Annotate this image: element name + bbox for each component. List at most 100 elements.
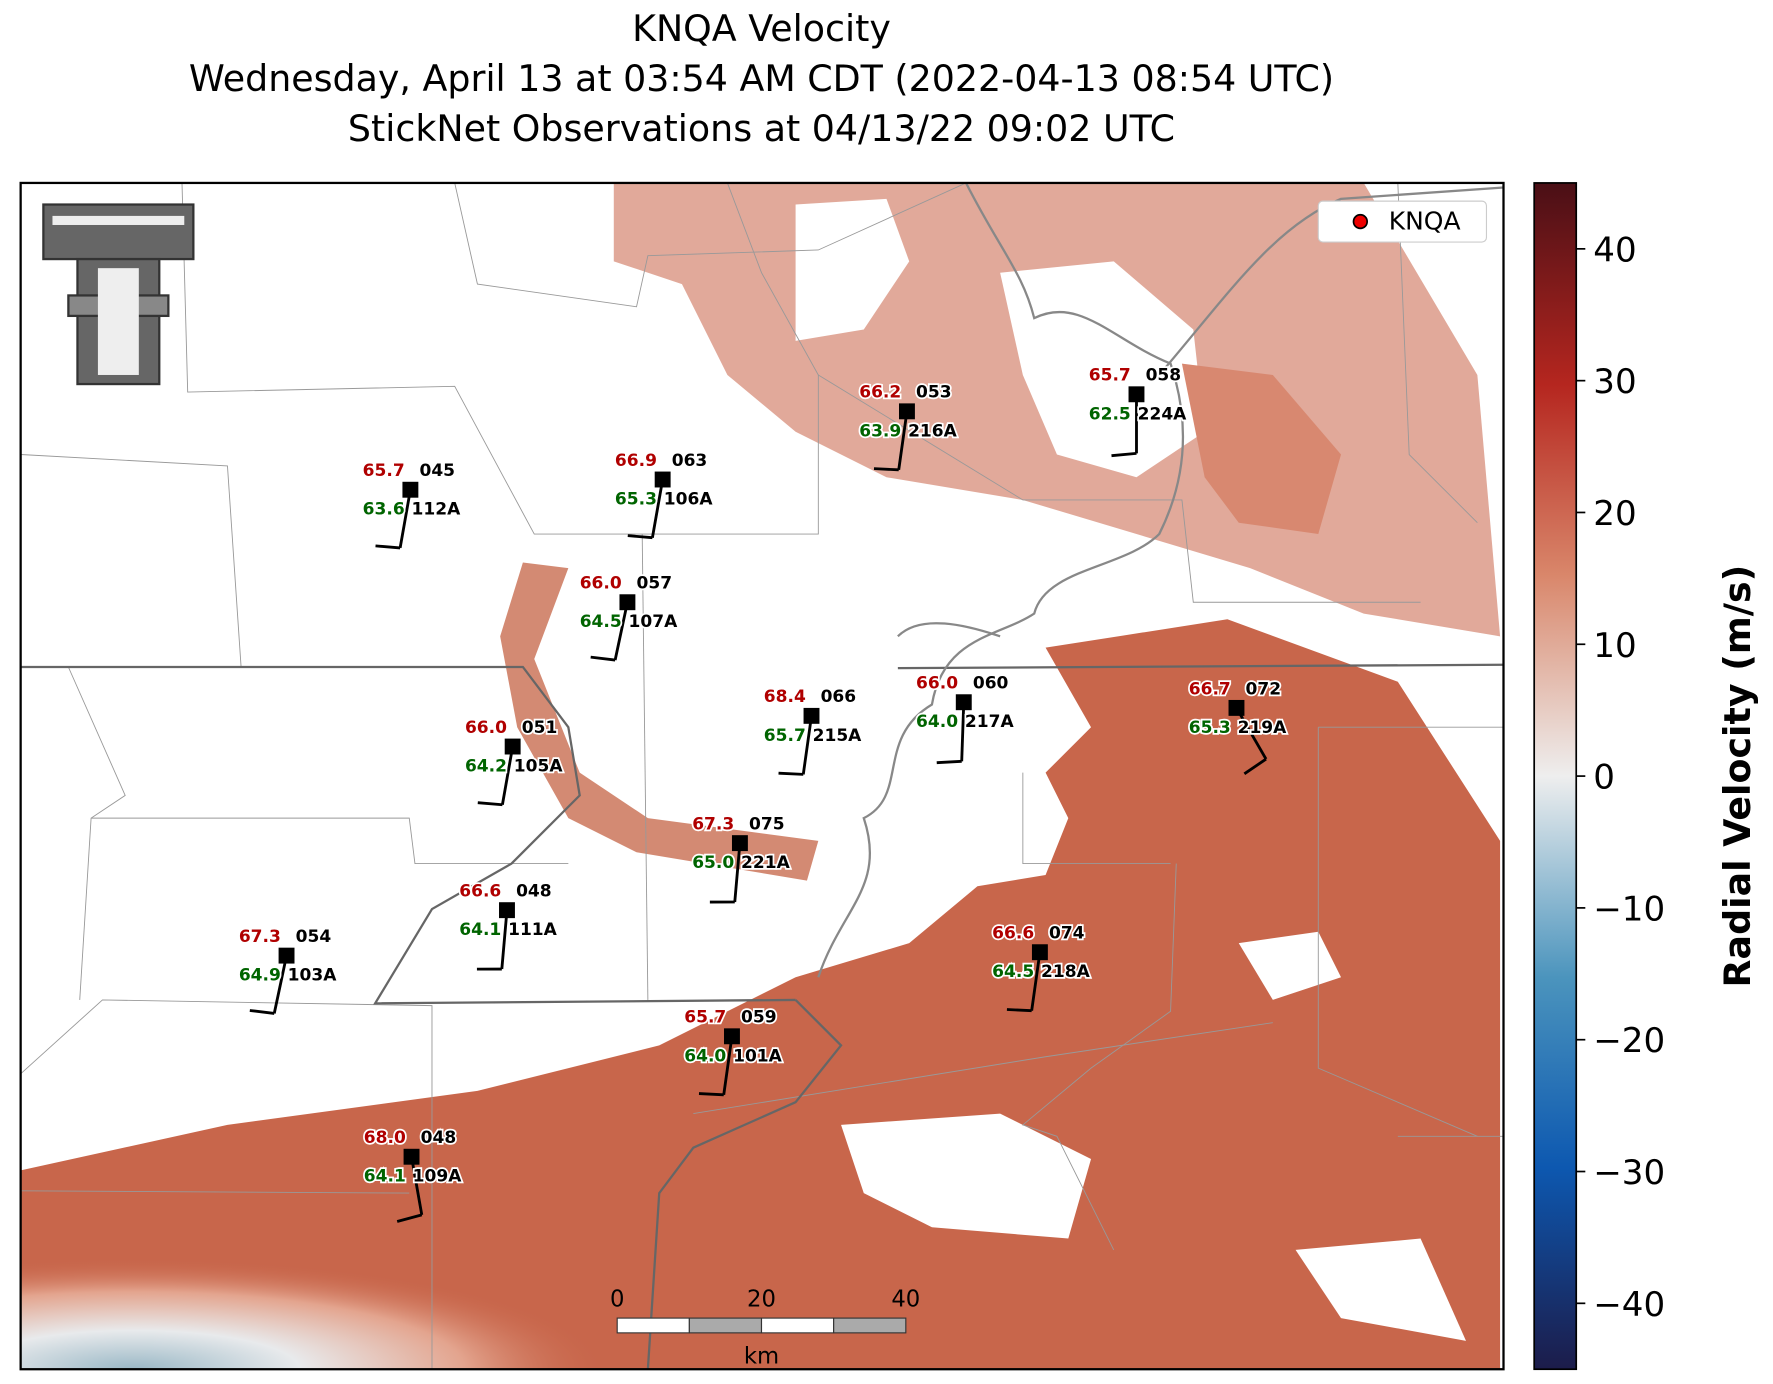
wind-barb <box>396 1213 423 1223</box>
wind-barb <box>501 746 515 805</box>
colorbar <box>1533 182 1578 1371</box>
station-dewpoint: 64.0 <box>916 712 958 732</box>
station-marker <box>1228 699 1245 716</box>
station-id: 054 <box>296 927 332 947</box>
station-probe: 219A <box>1238 718 1288 738</box>
station-marker <box>402 481 419 498</box>
wind-barb <box>1006 1008 1032 1013</box>
station-id: 048 <box>421 1128 457 1148</box>
station-id: 058 <box>1146 366 1182 386</box>
title: KNQA Velocity <box>632 7 891 50</box>
colorbar-tick-label: 10 <box>1593 626 1636 666</box>
station-dewpoint: 64.1 <box>459 920 501 940</box>
colorbar-ticks: −40 −30 −20 −10 0 10 20 30 40 <box>1576 230 1665 1325</box>
stations: 65.7 045 63.6 112A 66.9 063 65.3 106A 66.2 053 63.… <box>237 364 1289 1223</box>
wind-barb <box>375 544 401 550</box>
colorbar-tick-label: 20 <box>1593 494 1636 534</box>
colorbar-tick-label: 0 <box>1593 758 1615 798</box>
station-dewpoint: 64.5 <box>580 612 622 632</box>
station-id: 063 <box>672 451 708 471</box>
colorbar-tick-label: 40 <box>1593 230 1636 270</box>
station-probe: 103A <box>288 966 338 986</box>
station-dewpoint: 65.0 <box>692 853 734 873</box>
wind-barb <box>590 655 616 662</box>
station-marker <box>731 835 748 852</box>
station-id: 066 <box>821 687 857 707</box>
colorbar-tick-label: −10 <box>1593 889 1665 929</box>
station-temp: 65.7 <box>363 461 405 481</box>
station-id: 057 <box>637 574 673 594</box>
station-probe: 215A <box>813 726 863 746</box>
scale-tick-label: 20 <box>747 1287 776 1313</box>
station-marker <box>278 947 295 964</box>
station-dewpoint: 65.7 <box>764 726 806 746</box>
station-dewpoint: 63.6 <box>363 500 405 520</box>
station-temp: 67.3 <box>692 814 734 834</box>
wind-barb <box>650 479 665 538</box>
scale-bar: 0 20 40 <box>610 1287 920 1334</box>
station-probe: 218A <box>1041 962 1091 982</box>
station-id: 059 <box>741 1008 777 1028</box>
station-dewpoint: 64.0 <box>684 1046 726 1066</box>
station-id: 045 <box>419 461 455 481</box>
colorbar-tick-label: −20 <box>1593 1021 1665 1061</box>
legend <box>1317 200 1488 243</box>
station-probe: 112A <box>412 500 462 520</box>
station-marker <box>1031 944 1048 961</box>
colorbar-tick-label: −30 <box>1593 1153 1665 1193</box>
station-id: 075 <box>749 814 785 834</box>
station-marker <box>499 902 515 919</box>
legend-label: KNQA <box>1389 207 1461 236</box>
station-marker <box>403 1148 420 1165</box>
station-id: 051 <box>522 718 558 738</box>
colorbar-tick-label: 30 <box>1593 362 1636 402</box>
station-probe: 224A <box>1138 404 1188 424</box>
wind-barb <box>733 843 742 903</box>
subtitle: StickNet Observations at 04/13/22 09:02 … <box>348 107 1175 150</box>
station-probe: 216A <box>908 421 958 441</box>
station-id: 072 <box>1246 679 1282 699</box>
station-dewpoint: 65.3 <box>1189 718 1231 738</box>
scale-tick-label: 40 <box>891 1287 920 1313</box>
station-probe: 111A <box>508 920 558 940</box>
wind-barb <box>1111 451 1137 458</box>
station-probe: 106A <box>664 490 714 510</box>
subtitle: Wednesday, April 13 at 03:54 AM CDT (202… <box>189 57 1334 100</box>
wind-barb <box>873 467 899 472</box>
map <box>20 182 1504 1370</box>
station-marker <box>619 594 636 611</box>
wind-barb <box>1030 952 1042 1011</box>
wind-barb <box>613 601 629 661</box>
legend-marker <box>1352 213 1369 230</box>
station-probe: 109A <box>413 1167 463 1187</box>
station-probe: 217A <box>965 712 1015 732</box>
station-temp: 66.6 <box>459 882 501 902</box>
station-temp: 66.7 <box>1189 679 1231 699</box>
wind-barb <box>801 715 813 775</box>
colorbar-label: Radial Velocity (m/s) <box>1716 565 1759 988</box>
station-marker <box>898 403 915 420</box>
wind-barb <box>272 955 288 1014</box>
station-id: 048 <box>516 882 552 902</box>
station-dewpoint: 64.2 <box>465 757 507 777</box>
station-temp: 68.0 <box>364 1128 406 1148</box>
station-temp: 66.0 <box>916 674 958 694</box>
station-id: 053 <box>916 383 952 403</box>
station-marker <box>803 707 820 724</box>
station-marker <box>504 738 521 755</box>
station-dewpoint: 62.5 <box>1089 404 1131 424</box>
station-marker <box>955 694 972 711</box>
station-probe: 101A <box>733 1046 783 1066</box>
station-temp: 68.4 <box>764 687 806 707</box>
map-frame <box>19 181 1505 1371</box>
wind-barb <box>778 771 804 776</box>
station-dewpoint: 65.3 <box>615 490 657 510</box>
station-temp: 65.7 <box>1089 366 1131 386</box>
wind-barb <box>410 1156 424 1216</box>
wind-barb <box>960 702 966 762</box>
station-probe: 107A <box>629 612 679 632</box>
station-dewpoint: 64.5 <box>992 962 1034 982</box>
colorbar-tick-label: −40 <box>1593 1285 1665 1325</box>
wind-barb <box>1235 707 1268 760</box>
station-dewpoint: 63.9 <box>859 421 901 441</box>
